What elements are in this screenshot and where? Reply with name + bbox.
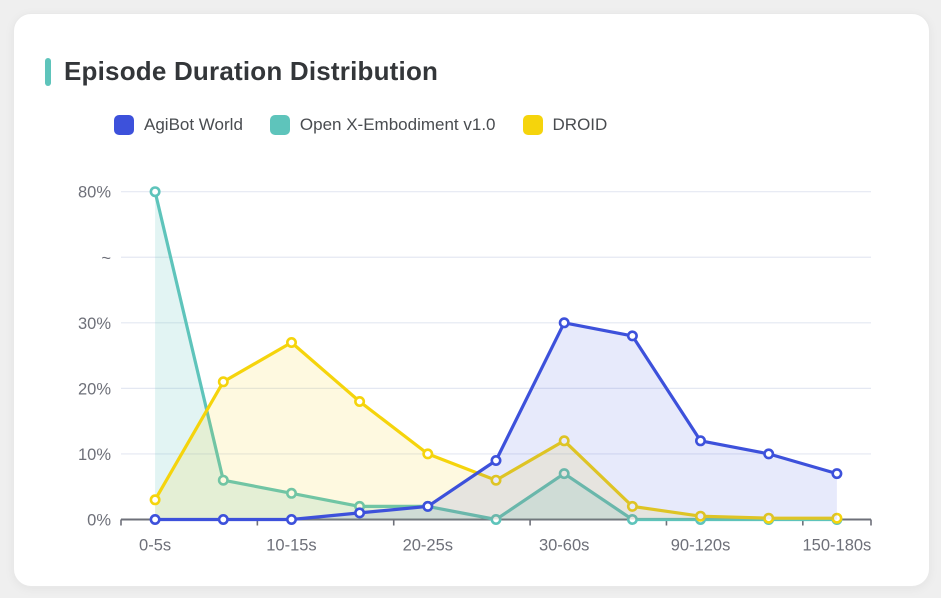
data-point-marker [831, 512, 843, 524]
data-point-marker [285, 336, 297, 348]
data-point-marker [626, 513, 638, 525]
x-axis-label: 90-120s [671, 537, 731, 555]
legend-item-open-x-embodiment[interactable]: Open X-Embodiment v1.0 [269, 115, 496, 135]
x-axis-label: 10-15s [266, 537, 316, 555]
page-title: Episode Duration Distribution [64, 56, 439, 86]
legend-item-agibot-world[interactable]: AgiBot World [114, 115, 243, 135]
legend-label: AgiBot World [144, 115, 243, 134]
data-point-marker [626, 330, 638, 342]
chart-card: Episode Duration Distribution AgiBot Wor… [13, 13, 930, 587]
data-point-marker [285, 487, 297, 499]
data-point-marker [490, 513, 502, 525]
data-point-marker [558, 317, 570, 329]
x-axis-label: 150-180s [803, 537, 872, 555]
data-point-marker [217, 474, 229, 486]
card-header: Episode Duration Distribution [45, 56, 438, 87]
legend-label: Open X-Embodiment v1.0 [299, 115, 496, 134]
data-point-marker [217, 513, 229, 525]
legend-label: DROID [552, 115, 608, 134]
x-axis-label: 30-60s [539, 537, 589, 555]
data-point-marker [422, 500, 434, 512]
title-accent-bar [45, 57, 51, 86]
data-point-marker [558, 435, 570, 447]
legend-swatch-icon [114, 115, 134, 135]
y-axis-break-symbol: ~ [101, 249, 111, 267]
line-chart: 0% 10% 20% 30% ~80% 0-5s 10-15s 20-25s 30-60s 90-… [78, 184, 872, 555]
chart-legend: AgiBot World Open X-Embodiment v1.0 DROI… [114, 115, 607, 135]
data-point-marker [354, 507, 366, 519]
data-point-marker [490, 474, 502, 486]
y-axis-label: 0% [87, 512, 111, 530]
data-point-marker [217, 376, 229, 388]
y-axis-label: 30% [78, 315, 111, 333]
y-axis-label: 20% [78, 380, 111, 398]
y-axis-label: 80% [78, 184, 111, 202]
data-point-marker [694, 510, 706, 522]
data-point-marker [694, 435, 706, 447]
legend-swatch-icon [522, 115, 543, 135]
series-area-agibot-world [155, 322, 837, 520]
data-point-marker [490, 454, 502, 466]
legend-swatch-icon [269, 115, 290, 135]
series-area-open-x-embodiment [155, 191, 837, 520]
series-area-droid [155, 342, 837, 520]
data-point-marker [285, 513, 297, 525]
data-point-marker [831, 468, 843, 480]
data-point-marker [354, 395, 366, 407]
data-point-marker [422, 448, 434, 460]
data-point-marker [149, 494, 161, 506]
data-point-marker [149, 513, 161, 525]
x-axis-label: 20-25s [403, 537, 453, 555]
data-point-marker [558, 468, 570, 480]
y-axis-label: 10% [78, 446, 111, 464]
legend-item-droid[interactable]: DROID [522, 115, 608, 135]
data-point-marker [626, 500, 638, 512]
x-axis-label: 0-5s [139, 537, 171, 555]
data-point-marker [149, 186, 161, 198]
data-point-marker [763, 512, 775, 524]
data-point-marker [763, 448, 775, 460]
